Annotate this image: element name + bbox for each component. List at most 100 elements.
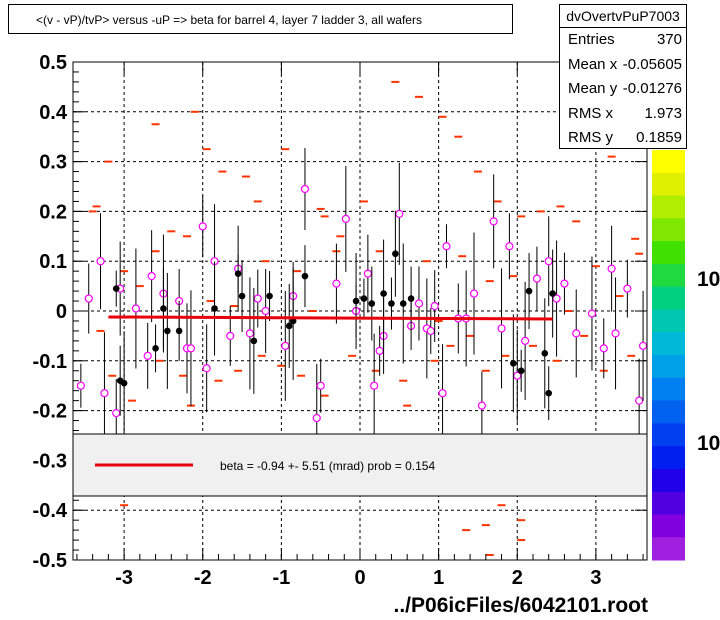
profile-point: [426, 326, 435, 336]
stats-row: Mean x -0.05605: [560, 53, 686, 78]
y-tick-label: 0.1: [39, 251, 67, 273]
palette-segment: [652, 172, 685, 197]
profile-point: [477, 401, 486, 410]
y-tick-label: -0.2: [33, 401, 67, 423]
y-tick-label: -0.3: [33, 450, 67, 472]
profile-point: [100, 389, 109, 398]
y-tick-label: 0: [56, 301, 67, 323]
palette-segment: [652, 332, 685, 356]
chart-title: <(v - vP)/tvP> versus -uP => beta for ba…: [8, 4, 513, 34]
data-point: [380, 290, 387, 297]
profile-point: [332, 279, 341, 288]
data-point: [517, 367, 525, 375]
data-point: [392, 250, 399, 258]
profile-point: [442, 242, 451, 251]
stats-box: dvOvertvPuP7003 Entries 370 Mean x -0.0560…: [559, 4, 687, 149]
palette-segment: [652, 377, 685, 402]
data-point: [388, 300, 395, 307]
data-point: [175, 327, 183, 335]
palette-segment: [652, 423, 685, 447]
profile-point: [202, 364, 211, 373]
profile-point: [370, 381, 379, 390]
profile-point: [84, 294, 93, 303]
data-point: [541, 350, 549, 357]
palette-segment: [652, 446, 685, 470]
stats-row: Mean y -0.01276: [560, 77, 686, 102]
profile-point: [316, 381, 325, 390]
data-point: [266, 292, 273, 300]
profile-point: [521, 336, 530, 345]
data-point: [211, 305, 218, 312]
source-file-label: ../P06icFiles/6042101.root: [393, 594, 648, 617]
y-tick-label: 0.3: [39, 152, 67, 174]
palette-segment: [652, 218, 685, 242]
profile-point: [638, 341, 648, 350]
data-point: [285, 322, 293, 330]
data-point: [549, 290, 556, 297]
data-point: [360, 295, 368, 302]
profile-point: [341, 214, 350, 223]
palette-segment: [652, 400, 685, 424]
palette-segment: [652, 491, 685, 515]
stats-label: RMS y: [568, 129, 613, 146]
x-tick-label: 0: [354, 567, 365, 589]
profile-point: [572, 329, 581, 338]
palette-segment: [652, 263, 685, 288]
profile-point: [281, 341, 290, 350]
palette-segment: [652, 514, 685, 538]
chart-legend: beta = -0.94 +- 5.51 (mrad) prob = 0.154: [72, 433, 648, 497]
data-point: [164, 327, 171, 335]
y-tick-label: -0.1: [33, 351, 67, 373]
stats-row: Entries 370: [560, 28, 686, 53]
profile-point: [544, 257, 553, 266]
profile-point: [414, 299, 424, 308]
palette-segment: [652, 355, 685, 379]
profile-point: [438, 389, 447, 398]
profile-point: [226, 331, 235, 340]
stats-row: RMS y 0.1859: [560, 126, 686, 151]
data-point: [368, 300, 376, 307]
stats-label: Entries: [568, 31, 615, 48]
data-point: [234, 270, 242, 277]
palette-segment: [652, 241, 685, 265]
profile-point: [253, 294, 262, 303]
data-point: [525, 287, 533, 295]
y-tick-label: -0.4: [33, 500, 68, 522]
stats-value: -0.01276: [622, 80, 682, 97]
profile-point: [599, 344, 608, 353]
profile-point: [245, 329, 255, 338]
y-tick-label: 0.5: [39, 52, 67, 74]
profile-point: [147, 272, 156, 281]
data-point: [352, 297, 360, 305]
profile-point: [505, 242, 514, 251]
stats-value: -0.05605: [622, 55, 682, 73]
stats-value: 370: [656, 31, 682, 48]
data-point: [399, 300, 407, 307]
chart-series: [76, 80, 648, 557]
profile-point: [198, 222, 207, 231]
x-tick-label: 3: [590, 567, 601, 589]
stats-label: RMS x: [568, 104, 613, 122]
profile-point: [375, 346, 384, 355]
profile-point: [469, 289, 479, 298]
profile-point: [300, 184, 310, 194]
profile-point: [186, 344, 196, 353]
profile-point: [131, 304, 141, 313]
data-point: [545, 389, 553, 397]
data-point: [238, 292, 246, 300]
profile-point: [635, 396, 644, 405]
profile-point: [587, 309, 597, 318]
palette-segment: [652, 309, 685, 333]
profile-point: [489, 217, 498, 226]
profile-point: [363, 269, 372, 278]
palette-segment: [652, 195, 685, 219]
legend-text: beta = -0.94 +- 5.51 (mrad) prob = 0.154: [220, 459, 435, 473]
profile-point: [607, 264, 616, 273]
data-point: [510, 359, 517, 367]
profile-point: [497, 324, 506, 333]
profile-point: [532, 274, 542, 283]
stats-value: 1.973: [644, 104, 682, 122]
x-tick-label: 2: [512, 567, 523, 589]
x-tick-label: -3: [115, 567, 133, 589]
